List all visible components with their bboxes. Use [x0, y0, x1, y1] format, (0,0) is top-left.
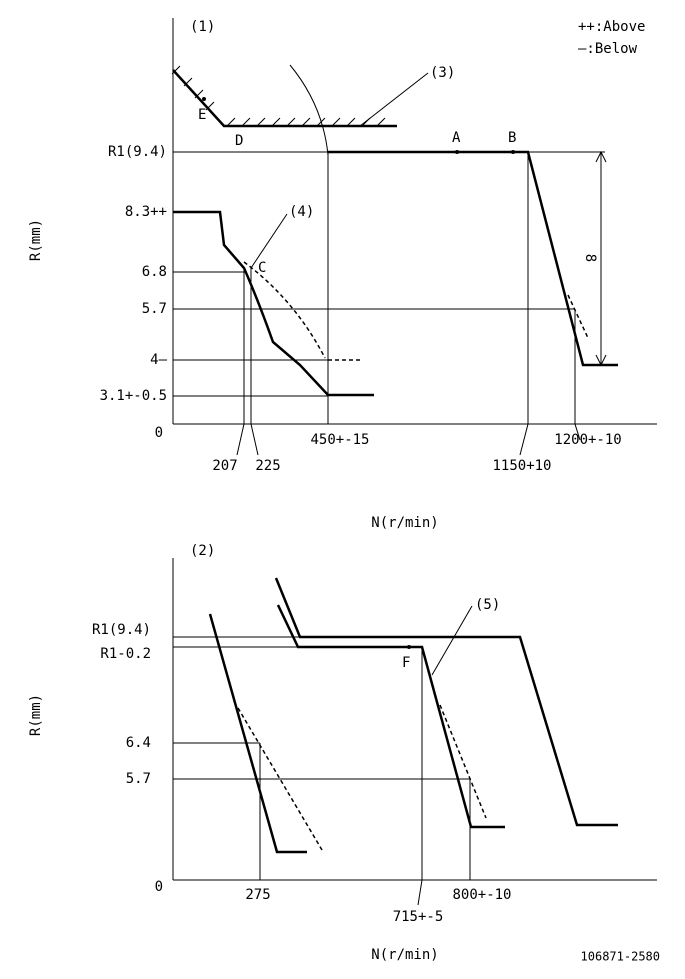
leader	[359, 72, 429, 127]
y-tick-label: R1(9.4)	[92, 622, 151, 638]
ref-line	[236, 152, 581, 456]
ref-line	[173, 636, 471, 906]
x-tick-label: 275	[245, 887, 270, 903]
y-tick-label: 0	[155, 425, 163, 441]
legend: —:Below	[578, 41, 638, 57]
curve	[173, 210, 374, 397]
point: E	[198, 107, 206, 123]
x-tick-label: 1150+10	[492, 458, 551, 474]
stopper	[172, 69, 397, 128]
y-tick-label: R1(9.4)	[108, 144, 167, 160]
y-tick-label: 6.4	[126, 735, 151, 751]
curve-dashed	[237, 704, 487, 851]
y-tick-label: 4—	[150, 352, 167, 368]
point: D	[235, 133, 243, 149]
legend: ++:Above	[578, 19, 645, 35]
dot	[407, 645, 411, 649]
chart-2: (2) F (5) R1(9.4) R1-0.2 6.4 5.7 0 275 7…	[28, 543, 657, 963]
point: C	[258, 260, 266, 276]
y-tick-label: 5.7	[142, 301, 167, 317]
point: F	[402, 655, 410, 671]
y-axis-label: R(mm)	[28, 219, 44, 261]
label: (4)	[289, 204, 314, 220]
dot	[202, 97, 206, 101]
point: A	[452, 130, 461, 146]
arc	[289, 64, 329, 156]
curve-dashed	[243, 261, 362, 361]
y-tick-label: 8.3++	[125, 204, 167, 220]
y-tick-label: 3.1+-0.5	[100, 388, 167, 404]
chart-index: (1)	[190, 19, 215, 35]
chart-1: (1) ++:Above —:Below (3) E D A B 8 (4) C…	[28, 18, 657, 531]
point: B	[508, 130, 516, 146]
x-axis-label: N(r/min)	[371, 515, 438, 531]
y-tick-label: R1-0.2	[100, 646, 151, 662]
y-tick-label: 6.8	[142, 264, 167, 280]
y-axis-label: R(mm)	[28, 694, 44, 736]
label: (5)	[475, 597, 500, 613]
y-tick-label: 5.7	[126, 771, 151, 787]
x-tick-label: 225	[255, 458, 280, 474]
x-tick-label: 715+-5	[393, 909, 444, 925]
footer-code: 106871-2580	[581, 950, 660, 964]
x-tick-label: 450+-15	[310, 432, 369, 448]
label: (3)	[430, 65, 455, 81]
leader	[431, 605, 473, 676]
leader	[250, 213, 288, 269]
dimension-label: 8	[582, 254, 598, 262]
curve-dashed	[567, 294, 589, 339]
x-tick-label: 800+-10	[452, 887, 511, 903]
curve	[276, 604, 505, 829]
curve	[208, 613, 307, 854]
chart-index: (2)	[190, 543, 215, 559]
x-axis-label: N(r/min)	[371, 947, 438, 963]
x-tick-label: 1200+-10	[554, 432, 621, 448]
dimension	[595, 150, 607, 367]
curve	[274, 577, 618, 827]
y-tick-label: 0	[155, 879, 163, 895]
x-tick-label: 207	[212, 458, 237, 474]
